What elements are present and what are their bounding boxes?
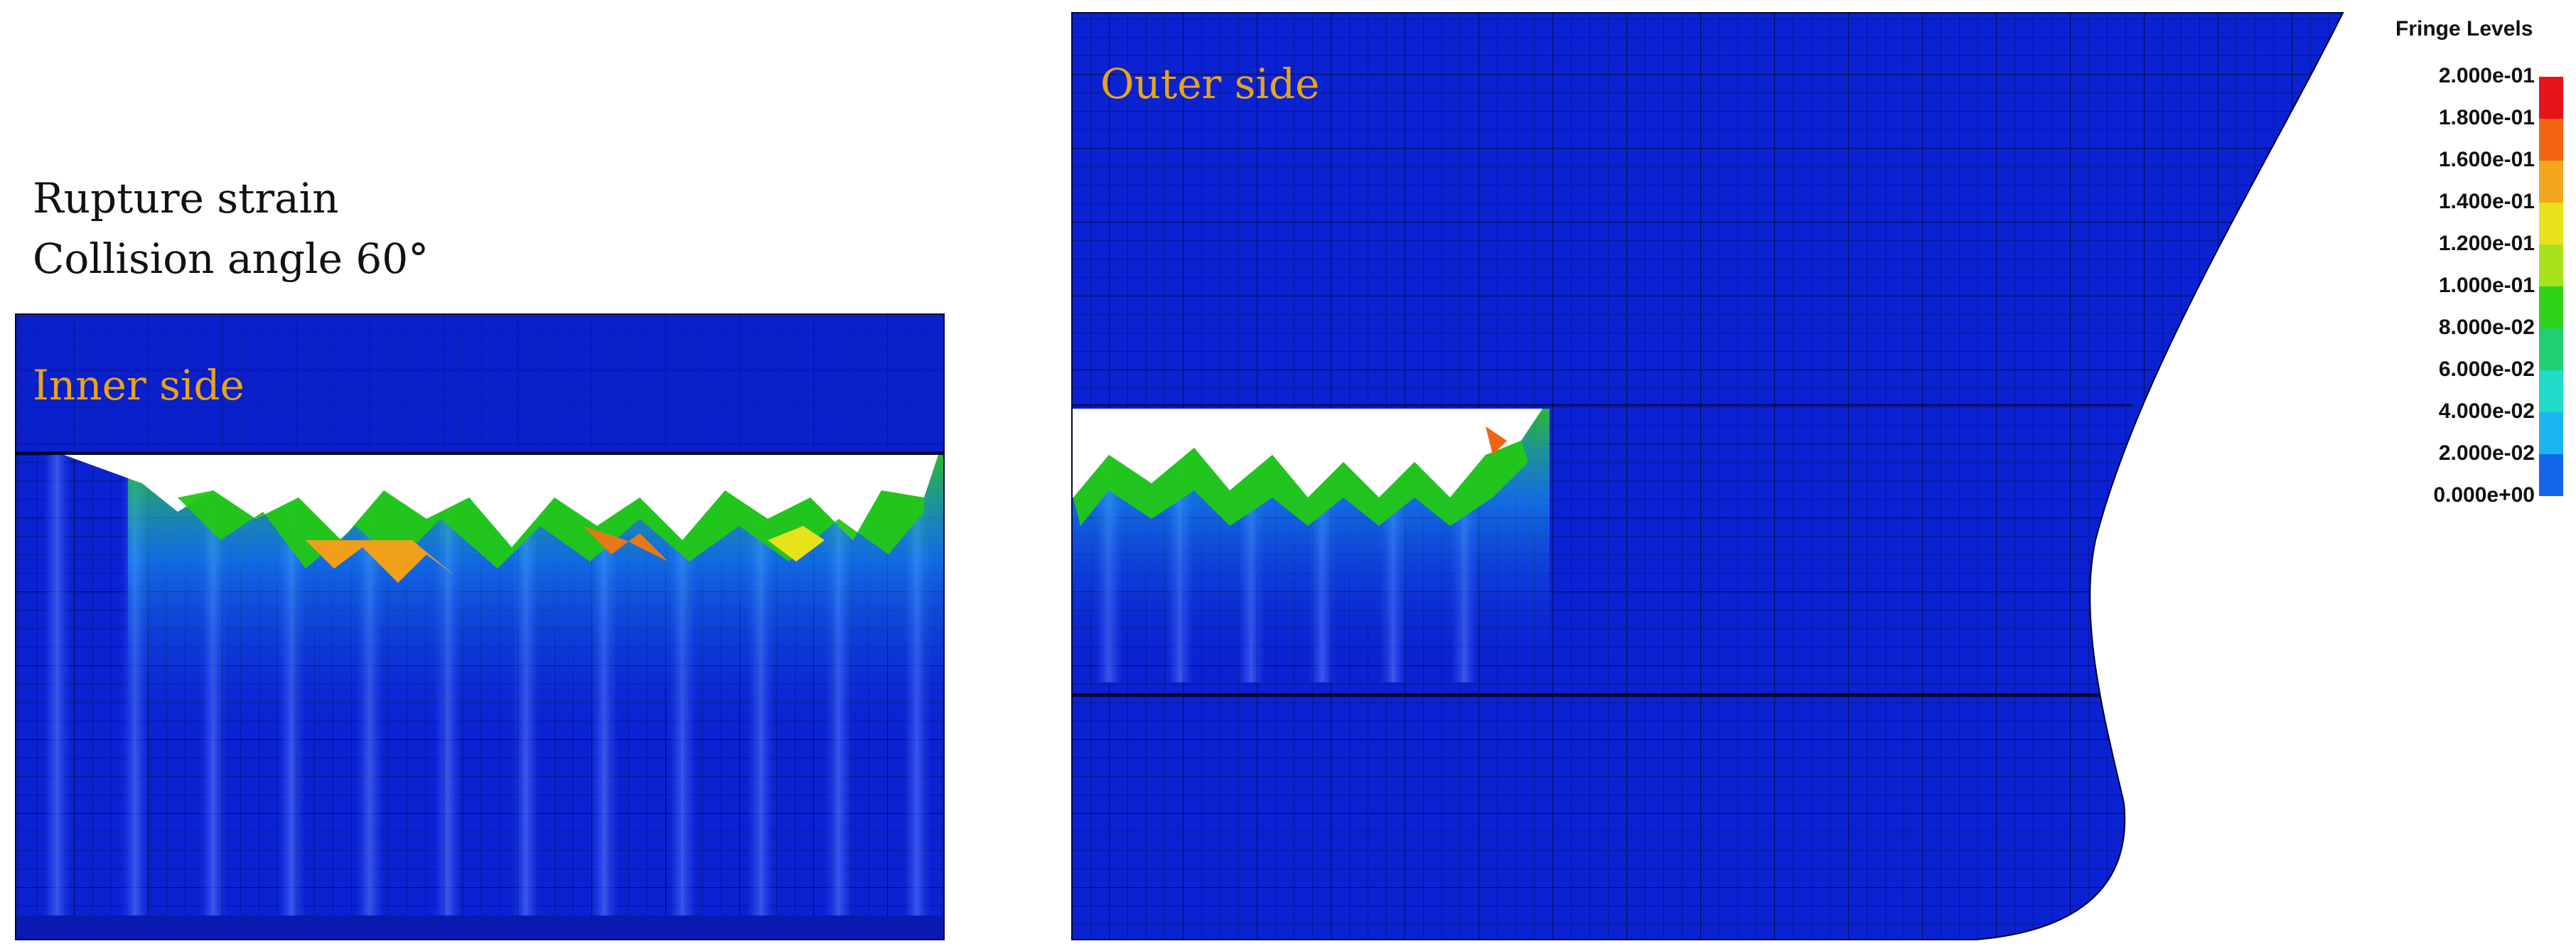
label-outer-side: Outer side xyxy=(1100,60,1320,108)
frame-stripe xyxy=(43,455,71,917)
outer-side-model xyxy=(1071,12,2344,940)
legend-tick-label: 1.400e-01 xyxy=(2438,190,2535,213)
legend-swatch xyxy=(2539,203,2563,245)
caption-collision-angle: Collision angle 60° xyxy=(33,235,429,283)
legend-tick-label: 1.200e-01 xyxy=(2438,232,2535,255)
legend-tick-label: 8.000e-02 xyxy=(2438,316,2535,339)
legend-swatch xyxy=(2539,161,2563,203)
legend-tick-label: 1.800e-01 xyxy=(2438,106,2535,129)
legend-tick-label: 6.000e-02 xyxy=(2438,358,2535,381)
label-inner-side: Inner side xyxy=(33,361,245,409)
legend-swatch xyxy=(2539,454,2563,496)
legend-tick-label: 1.000e-01 xyxy=(2438,274,2535,297)
legend-swatch xyxy=(2539,286,2563,328)
legend-tick-label: 1.600e-01 xyxy=(2438,148,2535,171)
inner-side-model xyxy=(15,313,945,940)
legend-title: Fringe Levels xyxy=(2395,17,2533,41)
legend-swatch xyxy=(2539,412,2563,454)
legend-swatch xyxy=(2539,77,2563,119)
legend-swatch xyxy=(2539,328,2563,370)
legend-swatch xyxy=(2539,245,2563,286)
legend-color-bar xyxy=(2539,77,2563,496)
legend-tick-label: 4.000e-02 xyxy=(2438,399,2535,423)
legend-tick-label: 2.000e-02 xyxy=(2438,441,2535,465)
caption-rupture-strain: Rupture strain xyxy=(33,174,339,222)
legend-tick-label: 0.000e+00 xyxy=(2433,483,2535,507)
legend-swatch xyxy=(2539,119,2563,161)
legend-tick-label: 2.000e-01 xyxy=(2438,64,2535,87)
legend-swatch xyxy=(2539,370,2563,412)
